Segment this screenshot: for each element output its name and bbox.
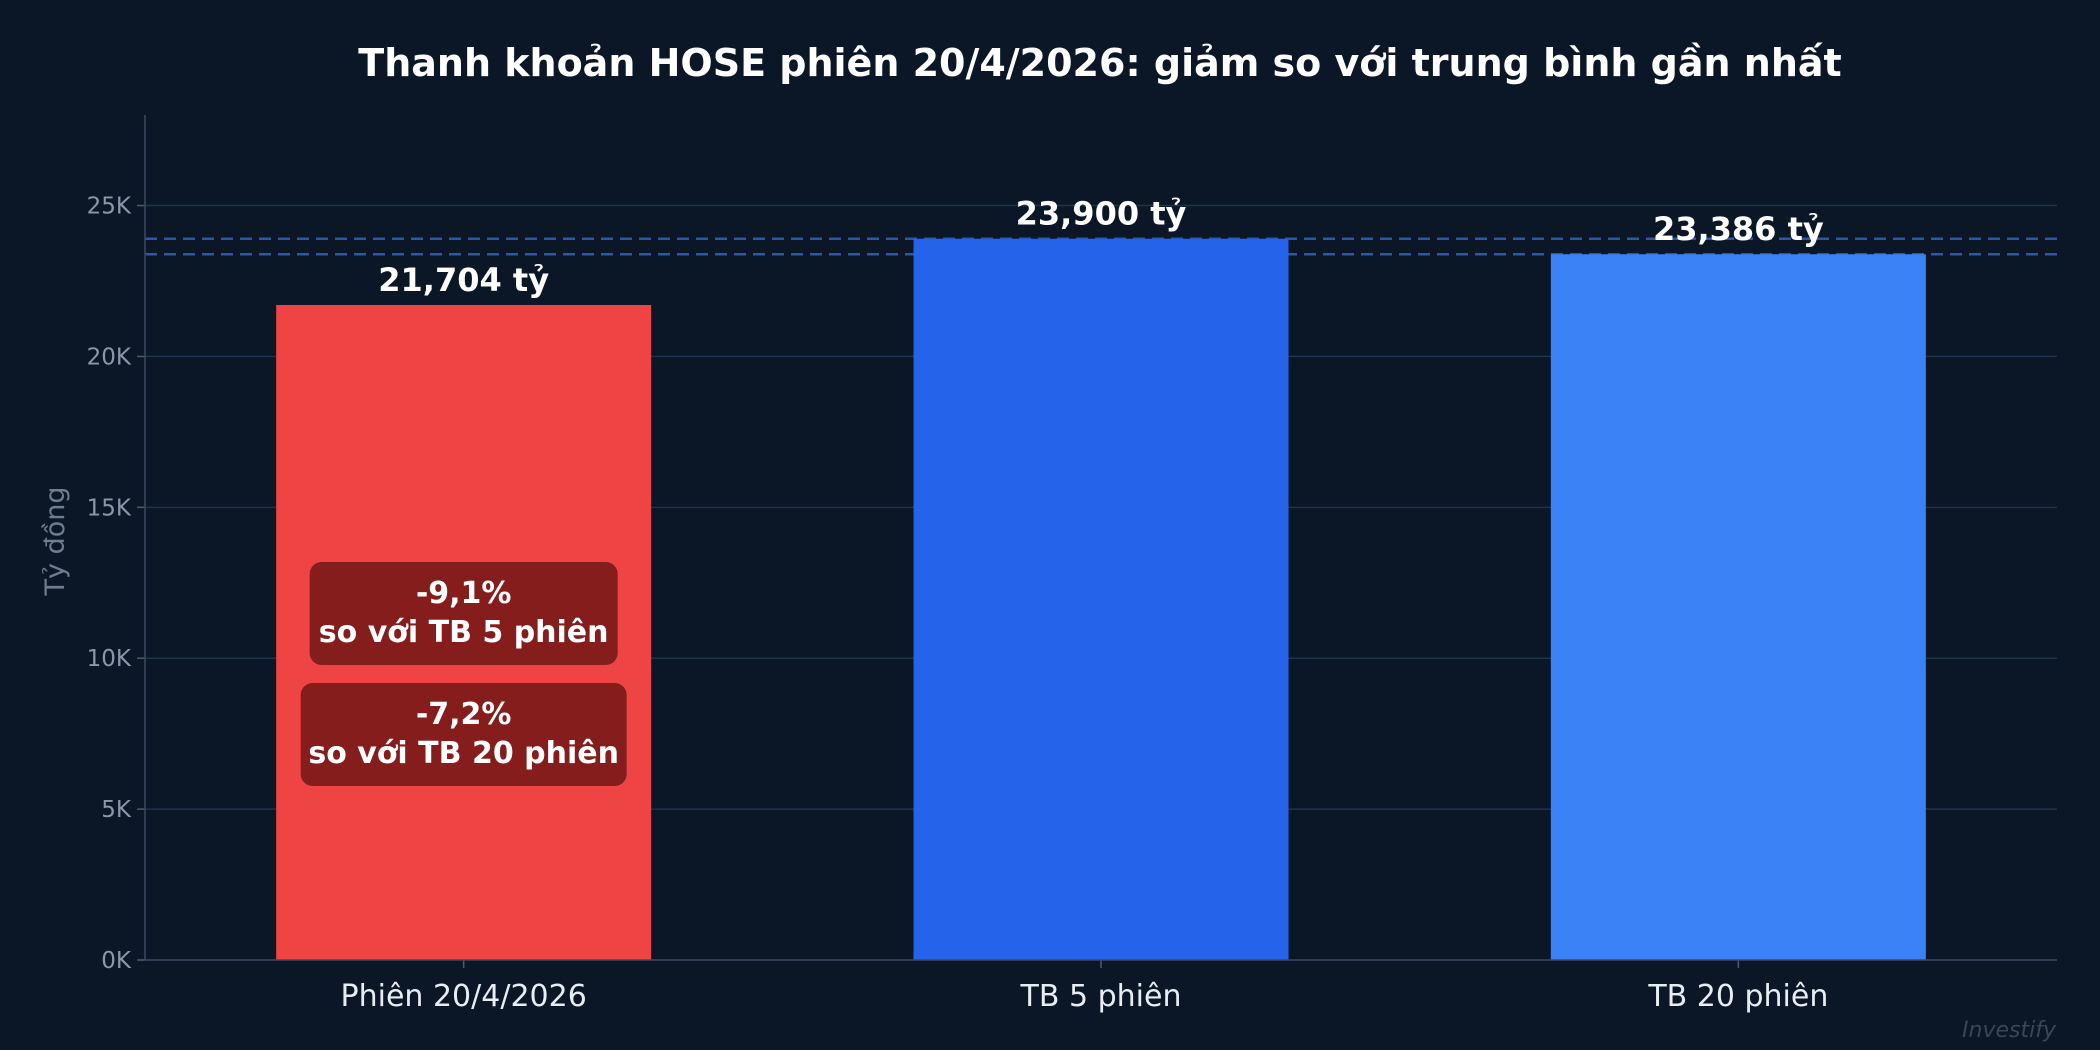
y-tick-label: 5K xyxy=(101,797,132,823)
value-label: 23,900 tỷ xyxy=(1016,195,1187,233)
y-tick-label: 25K xyxy=(87,194,132,220)
bar xyxy=(913,238,1289,960)
watermark: Investify xyxy=(1962,1018,2057,1043)
annotation-text: so với TB 20 phiên xyxy=(308,736,619,771)
y-tick-label: 15K xyxy=(87,495,132,521)
annotation-box xyxy=(309,562,618,665)
bar xyxy=(1550,254,1926,961)
annotation-text: -7,2% xyxy=(416,697,512,732)
annotation-box xyxy=(300,683,627,786)
y-tick-label: 10K xyxy=(87,646,132,672)
y-tick-label: 20K xyxy=(87,344,132,370)
x-tick-label: TB 20 phiên xyxy=(1647,979,1828,1014)
y-axis-label: Tỷ đồng xyxy=(40,487,71,597)
x-tick-label: TB 5 phiên xyxy=(1020,979,1182,1014)
value-label: 21,704 tỷ xyxy=(378,261,549,299)
y-tick-label: 0K xyxy=(101,948,132,974)
annotation-text: -9,1% xyxy=(416,576,512,611)
value-label: 23,386 tỷ xyxy=(1653,210,1824,248)
chart-title: Thanh khoản HOSE phiên 20/4/2026: giảm s… xyxy=(358,41,1841,85)
annotation-text: so với TB 5 phiên xyxy=(319,615,609,650)
x-tick-label: Phiên 20/4/2026 xyxy=(341,979,587,1014)
